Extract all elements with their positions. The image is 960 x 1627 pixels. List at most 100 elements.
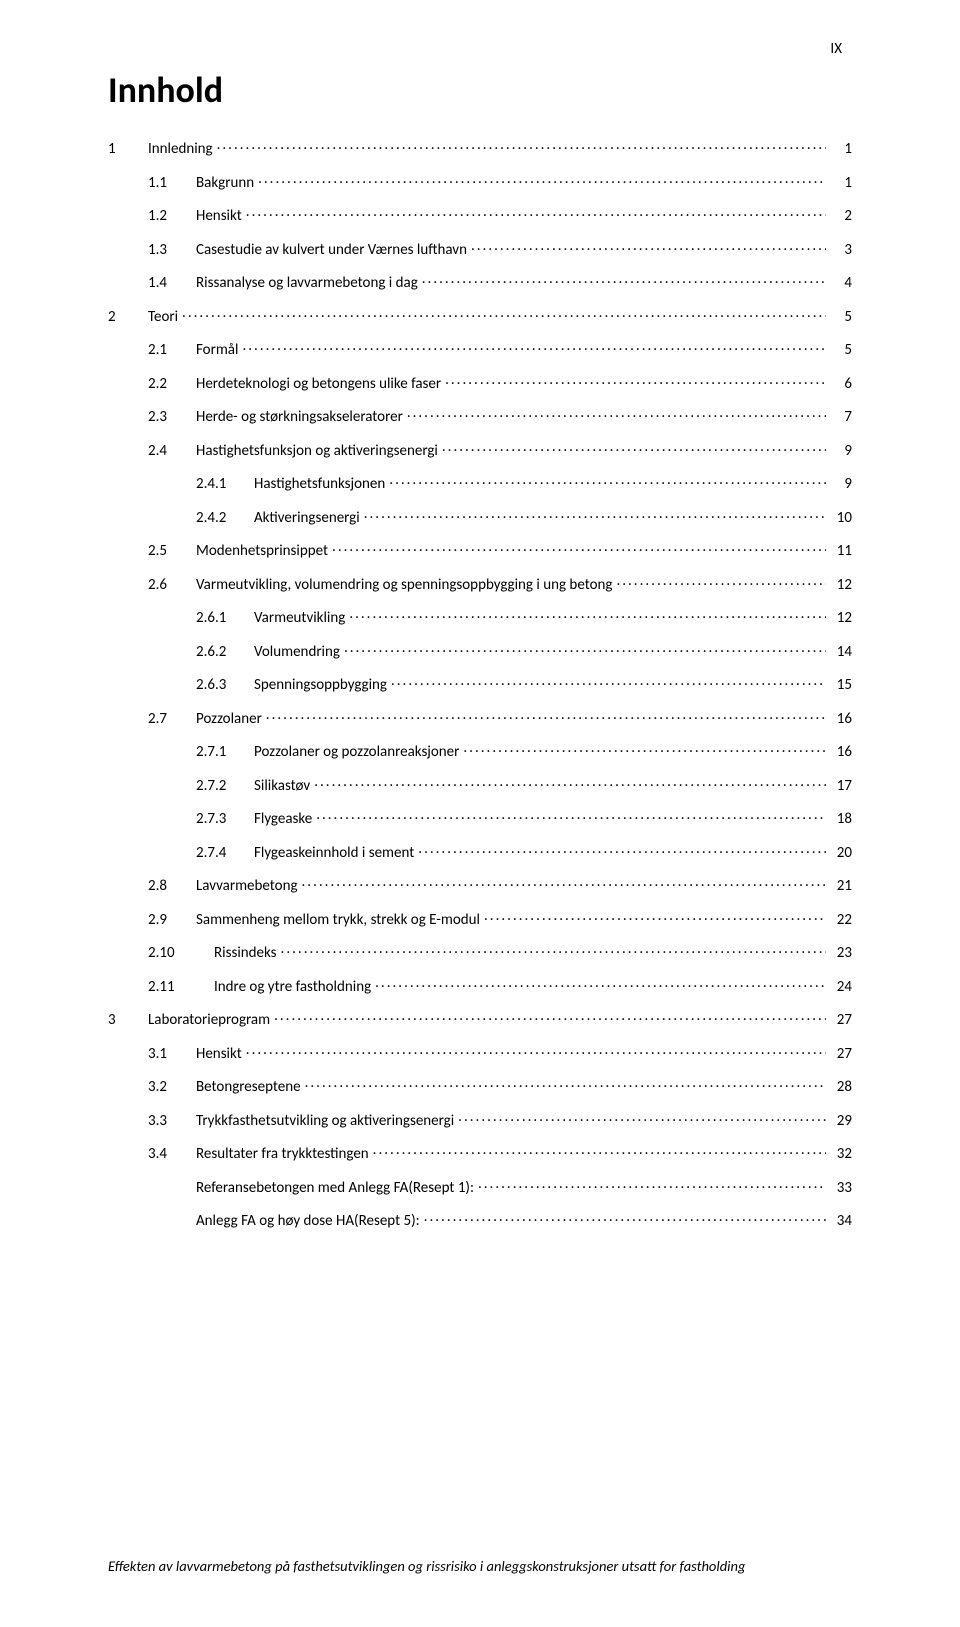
toc-entry[interactable]: 3.3Trykkfasthetsutvikling og aktiverings… xyxy=(108,1110,852,1129)
toc-entry-page: 3 xyxy=(830,243,852,258)
toc-leader xyxy=(484,909,826,924)
toc-entry[interactable]: 2.4.1 Hastighetsfunksjonen 9 xyxy=(108,473,852,492)
toc-entry-page: 15 xyxy=(830,678,852,693)
toc-entry-text: Hensikt xyxy=(196,209,242,224)
toc-entry-number: 1 xyxy=(108,142,136,157)
toc-entry[interactable]: 2.6.1 Varmeutvikling 12 xyxy=(108,607,852,626)
toc-entry[interactable]: 2.3Herde- og størkningsakseleratorer7 xyxy=(108,406,852,425)
toc-entry-number: 1.1 xyxy=(148,176,186,191)
toc-entry-text: Hastighetsfunksjonen xyxy=(254,477,385,492)
toc-entry-page: 4 xyxy=(830,276,852,291)
toc-entry[interactable]: 2.7.3Flygeaske18 xyxy=(108,808,852,827)
toc-entry[interactable]: 2.6.2Volumendring14 xyxy=(108,641,852,660)
toc-entry[interactable]: 1.2Hensikt2 xyxy=(108,205,852,224)
toc-leader xyxy=(442,440,826,455)
toc-entry[interactable]: 2.11Indre og ytre fastholdning24 xyxy=(108,976,852,995)
toc-entry[interactable]: 1Innledning1 xyxy=(108,138,852,157)
toc-entry[interactable]: Anlegg FA og høy dose HA(Resept 5): 34 xyxy=(108,1210,852,1229)
toc-entry-number: 2.10 xyxy=(148,946,196,961)
toc-entry[interactable]: 2.7.2Silikastøv17 xyxy=(108,775,852,794)
toc-entry-page: 14 xyxy=(830,645,852,660)
toc-leader xyxy=(391,674,826,689)
toc-leader xyxy=(316,808,826,823)
toc-leader xyxy=(445,373,826,388)
toc-leader xyxy=(349,607,826,622)
toc-entry-page: 12 xyxy=(830,611,852,626)
toc-entry[interactable]: 2Teori5 xyxy=(108,306,852,325)
toc-entry[interactable]: 2.1 Formål 5 xyxy=(108,339,852,358)
toc-entry-text: Indre og ytre fastholdning xyxy=(214,980,371,995)
toc-entry-number: 2.1 xyxy=(148,343,186,358)
toc-entry-text: Resultater fra trykktestingen xyxy=(196,1147,369,1162)
toc-entry-number: 2.5 xyxy=(148,544,186,559)
toc-entry[interactable]: 2.9Sammenheng mellom trykk, strekk og E-… xyxy=(108,909,852,928)
toc-entry[interactable]: 2.7.1Pozzolaner og pozzolanreaksjoner16 xyxy=(108,741,852,760)
toc-entry-page: 16 xyxy=(830,745,852,760)
toc-entry[interactable]: 1.4Rissanalyse og lavvarmebetong i dag4 xyxy=(108,272,852,291)
toc-entry-text: Rissanalyse og lavvarmebetong i dag xyxy=(196,276,418,291)
toc-entry[interactable]: 2.10Rissindeks23 xyxy=(108,942,852,961)
toc-leader xyxy=(424,1210,826,1225)
toc-entry-text: Bakgrunn xyxy=(196,176,254,191)
toc-entry-page: 5 xyxy=(830,343,852,358)
toc-entry-page: 23 xyxy=(830,946,852,961)
toc-entry[interactable]: 1.1Bakgrunn1 xyxy=(108,172,852,191)
toc-leader xyxy=(422,272,826,287)
toc-leader xyxy=(274,1009,826,1024)
toc-entry-page: 9 xyxy=(830,444,852,459)
toc-entry-number: 2.4.1 xyxy=(196,477,244,492)
toc-leader xyxy=(478,1177,826,1192)
toc-entry[interactable]: 2.6Varmeutvikling, volumendring og spenn… xyxy=(108,574,852,593)
toc-entry-page: 10 xyxy=(830,511,852,526)
toc-entry[interactable]: 2.4.2Aktiveringsenergi10 xyxy=(108,507,852,526)
toc-entry-page: 16 xyxy=(830,712,852,727)
toc-entry[interactable]: 2.4Hastighetsfunksjon og aktiveringsener… xyxy=(108,440,852,459)
toc-leader xyxy=(364,507,826,522)
toc-entry-text: Volumendring xyxy=(254,645,340,660)
toc-entry-number: 2.2 xyxy=(148,377,186,392)
toc-entry-number: 2.6.3 xyxy=(196,678,244,693)
toc-entry[interactable]: 2.5Modenhetsprinsippet11 xyxy=(108,540,852,559)
toc-entry-page: 5 xyxy=(830,310,852,325)
toc-entry-page: 34 xyxy=(830,1214,852,1229)
toc-entry-number: 3 xyxy=(108,1013,136,1028)
toc-leader xyxy=(463,741,826,756)
toc-entry-number: 2.6.1 xyxy=(196,611,244,626)
toc-entry[interactable]: 2.7.4Flygeaskeinnhold i sement20 xyxy=(108,842,852,861)
toc-entry-page: 9 xyxy=(830,477,852,492)
toc-entry-text: Herde- og størkningsakseleratorer xyxy=(196,410,403,425)
toc-entry-text: Varmeutvikling xyxy=(254,611,345,626)
toc-entry-number: 2.7.2 xyxy=(196,779,244,794)
toc-entry-page: 2 xyxy=(830,209,852,224)
toc-entry[interactable]: 2.8Lavvarmebetong21 xyxy=(108,875,852,894)
toc-entry[interactable]: 1.3Casestudie av kulvert under Værnes lu… xyxy=(108,239,852,258)
toc-leader xyxy=(373,1143,826,1158)
toc-entry-number: 2.4 xyxy=(148,444,186,459)
toc-entry-page: 7 xyxy=(830,410,852,425)
toc-entry-page: 18 xyxy=(830,812,852,827)
toc-entry[interactable]: 2.6.3Spenningsoppbygging15 xyxy=(108,674,852,693)
toc-entry-number: 2.8 xyxy=(148,879,186,894)
toc-entry[interactable]: 3.4Resultater fra trykktestingen32 xyxy=(108,1143,852,1162)
toc-entry[interactable]: 3.2Betongreseptene28 xyxy=(108,1076,852,1095)
toc-leader xyxy=(281,942,826,957)
toc-leader xyxy=(471,239,826,254)
toc-leader xyxy=(616,574,826,589)
toc-leader xyxy=(407,406,826,421)
toc-entry[interactable]: 2.2Herdeteknologi og betongens ulike fas… xyxy=(108,373,852,392)
toc-title: Innhold xyxy=(108,68,852,112)
toc-entry-text: Formål xyxy=(196,343,238,358)
toc-entry[interactable]: 3.1Hensikt27 xyxy=(108,1043,852,1062)
toc-entry-text: Innledning xyxy=(148,142,213,157)
toc-leader xyxy=(217,138,826,153)
toc-entry-text: Trykkfasthetsutvikling og aktiveringsene… xyxy=(196,1114,454,1129)
toc-entry-page: 28 xyxy=(830,1080,852,1095)
toc-entry-page: 22 xyxy=(830,913,852,928)
toc-entry[interactable]: Referansebetongen med Anlegg FA(Resept 1… xyxy=(108,1177,852,1196)
toc-entry-number: 2.4.2 xyxy=(196,511,244,526)
toc-entry-text: Anlegg FA og høy dose HA(Resept 5): xyxy=(196,1214,420,1229)
toc-leader xyxy=(389,473,826,488)
toc-entry-page: 6 xyxy=(830,377,852,392)
toc-entry[interactable]: 3Laboratorieprogram27 xyxy=(108,1009,852,1028)
toc-entry[interactable]: 2.7Pozzolaner16 xyxy=(108,708,852,727)
